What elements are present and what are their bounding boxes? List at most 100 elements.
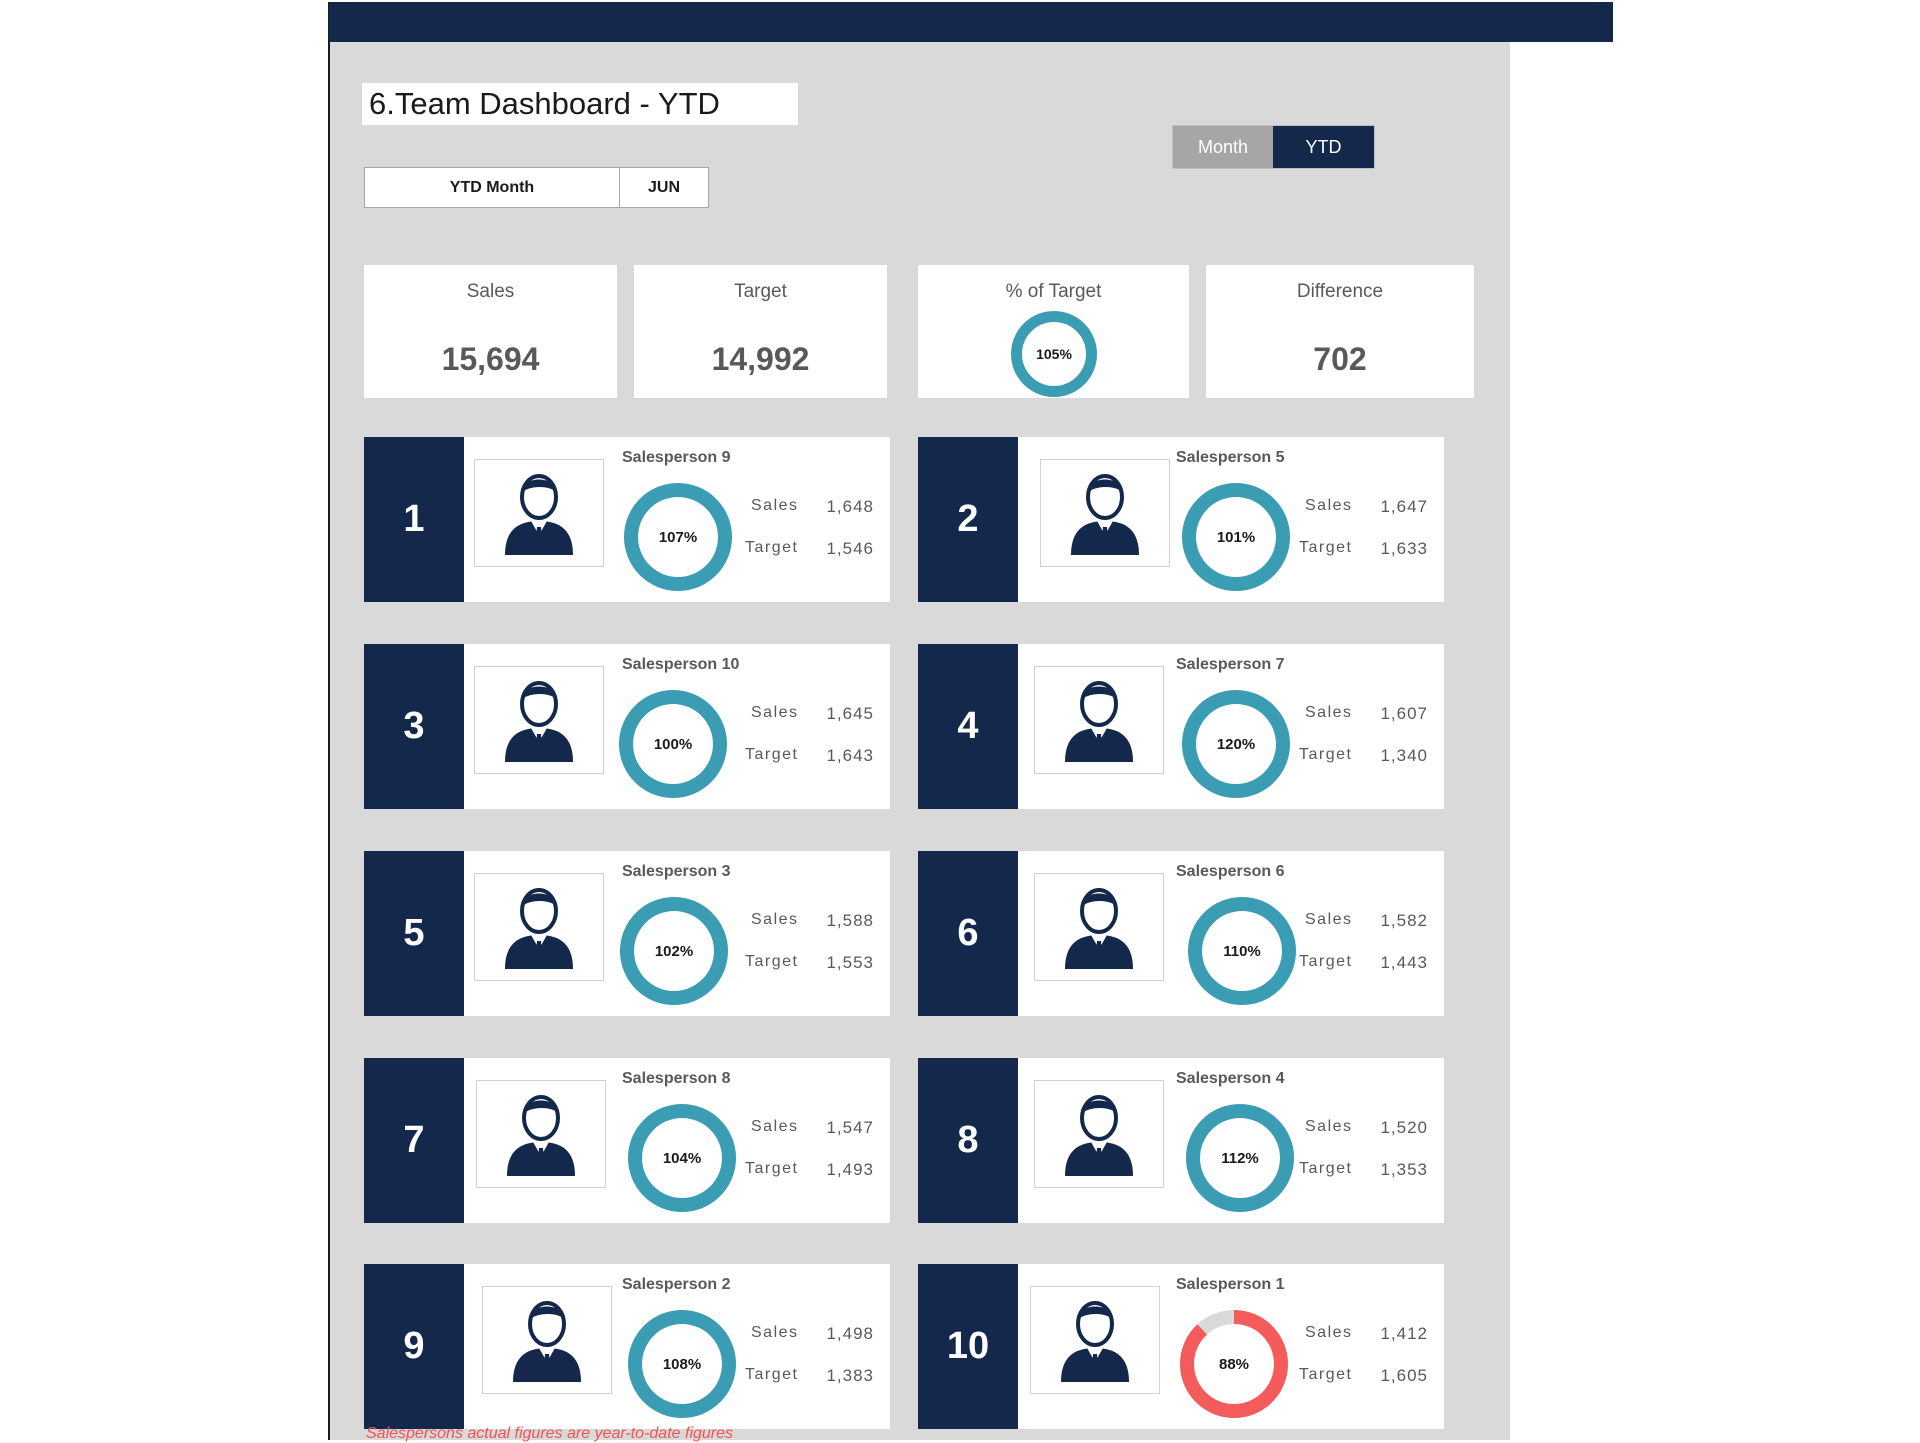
percent-ring: 88% bbox=[1180, 1310, 1288, 1418]
ytd-month-value[interactable]: JUN bbox=[647, 178, 680, 196]
salesperson-name: Salesperson 5 bbox=[1176, 449, 1285, 466]
month-button[interactable]: Month bbox=[1173, 126, 1273, 168]
ring-progress-arc bbox=[628, 1104, 736, 1212]
percent-of-target: 88% bbox=[1218, 1355, 1250, 1373]
sales-value: 1,498 bbox=[826, 1324, 874, 1343]
salesperson-name: Salesperson 8 bbox=[622, 1070, 731, 1087]
ring-progress-arc bbox=[1182, 483, 1290, 591]
avatar bbox=[1040, 459, 1170, 567]
target-label: Target bbox=[1299, 746, 1353, 763]
avatar bbox=[1030, 1286, 1160, 1394]
kpi-percent-ring: 105% bbox=[1011, 311, 1097, 397]
rank-badge: 2 bbox=[918, 437, 1018, 602]
target-value: 1,546 bbox=[826, 539, 874, 558]
kpi-sales-value: 15,694 bbox=[441, 341, 540, 377]
percent-ring: 102% bbox=[620, 897, 728, 1005]
salesperson-card: 1 Salesperson 9 107% Sales 1,648 Target 1,546 bbox=[364, 437, 890, 602]
salesperson-name: Salesperson 3 bbox=[622, 863, 731, 880]
salesperson-card: 7 Salesperson 8 104% Sales 1,547 Target 1,493 bbox=[364, 1058, 890, 1223]
kpi-difference-label: Difference bbox=[1296, 281, 1384, 302]
salesperson-card: 9 Salesperson 2 108% Sales 1,498 Target 1,383 bbox=[364, 1264, 890, 1429]
percent-of-target: 112% bbox=[1221, 1149, 1259, 1167]
ring-progress-arc bbox=[624, 483, 732, 591]
salesperson-name: Salesperson 1 bbox=[1176, 1276, 1285, 1293]
target-value: 1,353 bbox=[1380, 1160, 1428, 1179]
sales-label: Sales bbox=[1305, 1324, 1353, 1341]
rank-badge: 4 bbox=[918, 644, 1018, 809]
person-suit-icon bbox=[1061, 1086, 1137, 1183]
avatar bbox=[1034, 666, 1164, 774]
rank-badge: 1 bbox=[364, 437, 464, 602]
kpi-difference-card: Difference 702 bbox=[1206, 265, 1474, 398]
sales-value: 1,648 bbox=[826, 497, 874, 516]
percent-of-target: 120% bbox=[1216, 735, 1256, 753]
kpi-target-value: 14,992 bbox=[711, 341, 810, 377]
left-border bbox=[328, 2, 330, 1440]
percent-of-target: 108% bbox=[662, 1355, 702, 1373]
ring-progress-arc bbox=[619, 690, 727, 798]
target-label: Target bbox=[745, 539, 799, 556]
ring-progress-arc bbox=[1180, 1310, 1288, 1418]
avatar bbox=[482, 1286, 612, 1394]
avatar bbox=[1034, 1080, 1164, 1188]
rank-badge: 3 bbox=[364, 644, 464, 809]
percent-of-target: 104% bbox=[662, 1149, 702, 1167]
salesperson-card: 10 Salesperson 1 88% Sales 1,412 Target 1,605 bbox=[918, 1264, 1444, 1429]
target-label: Target bbox=[745, 953, 799, 970]
kpi-target-label: Target bbox=[734, 281, 787, 302]
target-value: 1,605 bbox=[1380, 1366, 1428, 1385]
rank-badge: 7 bbox=[364, 1058, 464, 1223]
salesperson-name: Salesperson 9 bbox=[622, 449, 731, 466]
kpi-percent-label: % of Target bbox=[1005, 281, 1102, 302]
sales-value: 1,588 bbox=[826, 911, 874, 930]
target-label: Target bbox=[1299, 953, 1353, 970]
percent-of-target: 100% bbox=[653, 735, 693, 753]
target-value: 1,383 bbox=[826, 1366, 874, 1385]
kpi-difference-value: 702 bbox=[1313, 341, 1367, 377]
target-label: Target bbox=[1299, 1160, 1353, 1177]
ytd-month-selector[interactable]: YTD Month JUN bbox=[364, 167, 709, 208]
target-label: Target bbox=[745, 1160, 799, 1177]
salesperson-card: 2 Salesperson 5 101% Sales 1,647 Target 1,633 bbox=[918, 437, 1444, 602]
sales-label: Sales bbox=[751, 1118, 799, 1135]
salesperson-name: Salesperson 6 bbox=[1176, 863, 1285, 880]
rank-badge: 10 bbox=[918, 1264, 1018, 1429]
kpi-sales-label: Sales bbox=[466, 281, 515, 302]
sales-label: Sales bbox=[751, 497, 799, 514]
sales-label: Sales bbox=[1305, 1118, 1353, 1135]
rank-badge: 9 bbox=[364, 1264, 464, 1429]
salesperson-name: Salesperson 7 bbox=[1176, 656, 1285, 673]
target-value: 1,443 bbox=[1380, 953, 1428, 972]
person-bun-icon bbox=[503, 1086, 579, 1183]
avatar bbox=[474, 459, 604, 567]
avatar bbox=[474, 666, 604, 774]
percent-of-target: 110% bbox=[1223, 942, 1261, 960]
target-label: Target bbox=[1299, 539, 1353, 556]
percent-ring: 108% bbox=[628, 1310, 736, 1418]
sales-label: Sales bbox=[751, 1324, 799, 1341]
target-value: 1,643 bbox=[826, 746, 874, 765]
kpi-percent-card: % of Target 105% bbox=[918, 265, 1189, 398]
percent-ring: 107% bbox=[624, 483, 732, 591]
percent-of-target: 107% bbox=[658, 528, 698, 546]
sales-value: 1,647 bbox=[1380, 497, 1428, 516]
person-casual-icon bbox=[501, 672, 577, 769]
ring-progress-arc bbox=[1182, 690, 1290, 798]
target-label: Target bbox=[745, 1366, 799, 1383]
percent-ring: 120% bbox=[1182, 690, 1290, 798]
rank-badge: 8 bbox=[918, 1058, 1018, 1223]
avatar bbox=[1034, 873, 1164, 981]
ring-progress-arc bbox=[1011, 311, 1097, 397]
period-toggle[interactable]: Month YTD bbox=[1172, 125, 1375, 169]
sales-value: 1,607 bbox=[1380, 704, 1428, 723]
salesperson-name: Salesperson 2 bbox=[622, 1276, 731, 1293]
sales-label: Sales bbox=[751, 911, 799, 928]
sales-label: Sales bbox=[1305, 911, 1353, 928]
person-glasses-icon bbox=[1057, 1292, 1133, 1389]
percent-ring: 101% bbox=[1182, 483, 1290, 591]
sales-value: 1,582 bbox=[1380, 911, 1428, 930]
ring-progress-arc bbox=[620, 897, 728, 1005]
percent-ring: 104% bbox=[628, 1104, 736, 1212]
ytd-button[interactable]: YTD bbox=[1273, 126, 1374, 168]
person-tie-icon bbox=[1061, 879, 1137, 976]
